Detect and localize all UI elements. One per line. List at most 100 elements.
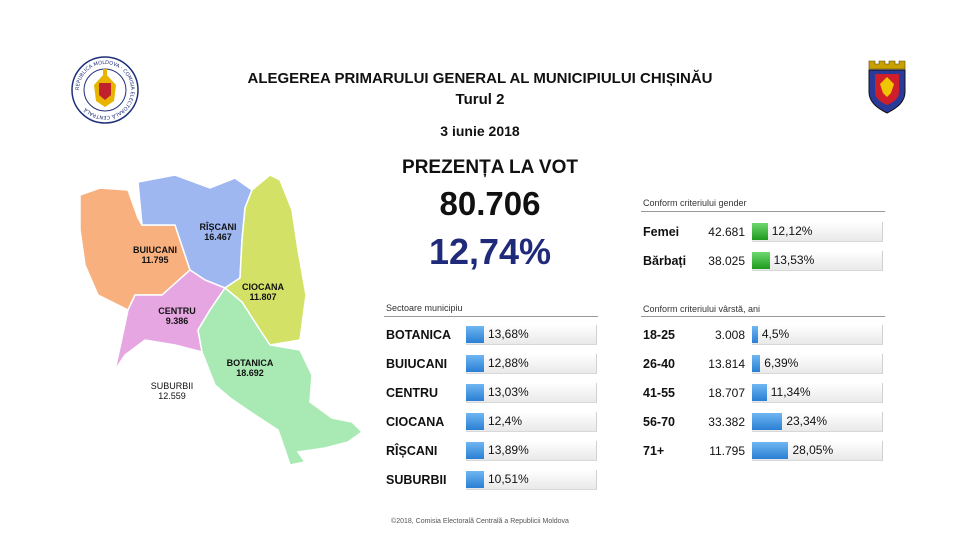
sector-suburbii-bar-fill	[466, 471, 484, 488]
map-label-suburbii-votes: 12.559	[158, 391, 186, 401]
age-0-count: 3.008	[714, 328, 745, 342]
age-2-label: 41-55	[643, 386, 675, 400]
age-1-count: 13.814	[708, 357, 745, 371]
sector-ciocana-percent: 12,4%	[488, 414, 523, 428]
age-4-percent: 28,05%	[792, 443, 834, 457]
gender-0-percent: 12,12%	[771, 224, 813, 238]
age-2-bar: 11,34%	[752, 383, 883, 403]
sector-suburbii-percent: 10,51%	[488, 472, 529, 486]
age-4-row: 71+ 11.795 28,05%	[0, 441, 960, 463]
age-4-bar-fill	[752, 442, 789, 459]
chisinau-coat-of-arms-icon	[866, 57, 908, 115]
sector-botanica-bar-fill	[466, 326, 484, 343]
district-map: BUIUCANI 11.795 RÎȘCANI 16.467 CIOCANA 1…	[80, 170, 390, 470]
sector-rcani-bar: 13,89%	[466, 441, 597, 461]
sector-botanica-label: BOTANICA	[386, 328, 452, 342]
cec-emblem-icon: REPUBLICA MOLDOVA · COMISIA ELECTORALĂ C…	[70, 55, 140, 125]
age-4-label: 71+	[643, 444, 665, 458]
round-subtitle: Turul 2	[455, 91, 505, 108]
map-label-buiucani-name: BUIUCANI	[133, 245, 177, 255]
age-3-bar: 23,34%	[752, 412, 883, 432]
sector-rcani-bar-fill	[466, 442, 485, 459]
sector-rcani-percent: 13,89%	[488, 443, 529, 457]
sector-suburbii-label: SUBURBII	[386, 473, 447, 487]
gender-1-label: Bărbați	[643, 254, 687, 268]
footer-copyright: ©2018, Comisia Electorală Centrală a Rep…	[391, 518, 569, 525]
sector-botanica-row: BOTANICA 13,68%	[0, 325, 960, 347]
sector-centru-bar: 13,03%	[466, 383, 597, 403]
age-1-percent: 6,39%	[764, 356, 799, 370]
sector-buiucani-bar-fill	[466, 355, 484, 372]
election-date: 3 iunie 2018	[440, 123, 520, 139]
turnout-percent: 12,74%	[428, 231, 552, 272]
age-3-bar-fill	[752, 413, 783, 430]
map-label-riscani-name: RÎȘCANI	[199, 222, 237, 232]
sector-ciocana-bar: 12,4%	[466, 412, 597, 432]
sectors-heading: Sectoare municipiu	[386, 303, 463, 313]
sector-botanica-percent: 13,68%	[488, 327, 529, 341]
sector-rcani-row: RÎȘCANI 13,89%	[0, 441, 960, 463]
age-1-row: 26-40 13.814 6,39%	[0, 354, 960, 376]
sector-botanica-bar: 13,68%	[466, 325, 597, 345]
map-label-suburbii-name: SUBURBII	[150, 381, 194, 391]
age-1-bar: 6,39%	[752, 354, 883, 374]
gender-0-row: Femei 42.681 12,12%	[0, 222, 960, 244]
map-label-centru-votes: 9.386	[165, 316, 189, 326]
gender-heading: Conform criteriului gender	[643, 198, 747, 208]
age-2-row: 41-55 18.707 11,34%	[0, 383, 960, 405]
sector-ciocana-bar-fill	[466, 413, 484, 430]
map-label-buiucani-votes: 11.795	[141, 255, 169, 265]
sector-centru-bar-fill	[466, 384, 484, 401]
gender-1-bar: 13,53%	[752, 251, 883, 271]
age-2-bar-fill	[752, 384, 767, 401]
sector-buiucani-row: BUIUCANI 12,88%	[0, 354, 960, 376]
map-label-botanica-votes: 18.692	[236, 368, 264, 378]
age-2-count: 18.707	[708, 386, 745, 400]
gender-divider	[641, 211, 885, 212]
age-0-percent: 4,5%	[761, 327, 790, 341]
sector-buiucani-percent: 12,88%	[488, 356, 529, 370]
sectors-divider	[384, 316, 598, 317]
age-divider	[641, 316, 885, 317]
map-label-botanica-name: BOTANICA	[226, 358, 274, 368]
sector-centru-row: CENTRU 13,03%	[0, 383, 960, 405]
gender-0-label: Femei	[643, 225, 680, 239]
age-1-bar-fill	[752, 355, 761, 372]
age-3-percent: 23,34%	[786, 414, 828, 428]
sector-rcani-label: RÎȘCANI	[386, 444, 438, 458]
gender-1-row: Bărbați 38.025 13,53%	[0, 251, 960, 273]
age-heading: Conform criteriului vârstă, ani	[643, 304, 761, 314]
sector-buiucani-bar: 12,88%	[466, 354, 597, 374]
turnout-count: 80.706	[439, 185, 541, 222]
age-2-percent: 11,34%	[770, 385, 811, 399]
sector-suburbii-bar: 10,51%	[466, 470, 597, 490]
page-title: ALEGEREA PRIMARULUI GENERAL AL MUNICIPIU…	[247, 70, 713, 87]
gender-1-bar-fill	[752, 252, 770, 269]
gender-1-percent: 13,53%	[773, 253, 815, 267]
sector-centru-percent: 13,03%	[488, 385, 529, 399]
age-0-bar-fill	[752, 326, 758, 343]
gender-0-bar-fill	[752, 223, 768, 240]
age-1-label: 26-40	[643, 357, 675, 371]
sector-ciocana-row: CIOCANA 12,4%	[0, 412, 960, 434]
map-district-botanica[interactable]	[197, 286, 364, 466]
age-0-label: 18-25	[643, 328, 675, 342]
age-3-label: 56-70	[643, 415, 675, 429]
sector-suburbii-row: SUBURBII 10,51%	[0, 470, 960, 492]
map-label-centru-name: CENTRU	[158, 306, 196, 316]
sector-buiucani-label: BUIUCANI	[386, 357, 448, 371]
gender-0-count: 42.681	[708, 225, 745, 239]
sector-centru-label: CENTRU	[386, 386, 439, 400]
turnout-label: PREZENȚA LA VOT	[402, 157, 578, 178]
sector-ciocana-label: CIOCANA	[386, 415, 445, 429]
map-label-ciocana-votes: 11.807	[249, 292, 277, 302]
gender-1-count: 38.025	[708, 254, 745, 268]
age-4-bar: 28,05%	[752, 441, 883, 461]
age-3-row: 56-70 33.382 23,34%	[0, 412, 960, 434]
age-3-count: 33.382	[708, 415, 745, 429]
map-label-ciocana-name: CIOCANA	[242, 282, 284, 292]
age-0-row: 18-25 3.008 4,5%	[0, 325, 960, 347]
age-4-count: 11.795	[709, 444, 745, 458]
age-0-bar: 4,5%	[752, 325, 883, 345]
gender-0-bar: 12,12%	[752, 222, 883, 242]
